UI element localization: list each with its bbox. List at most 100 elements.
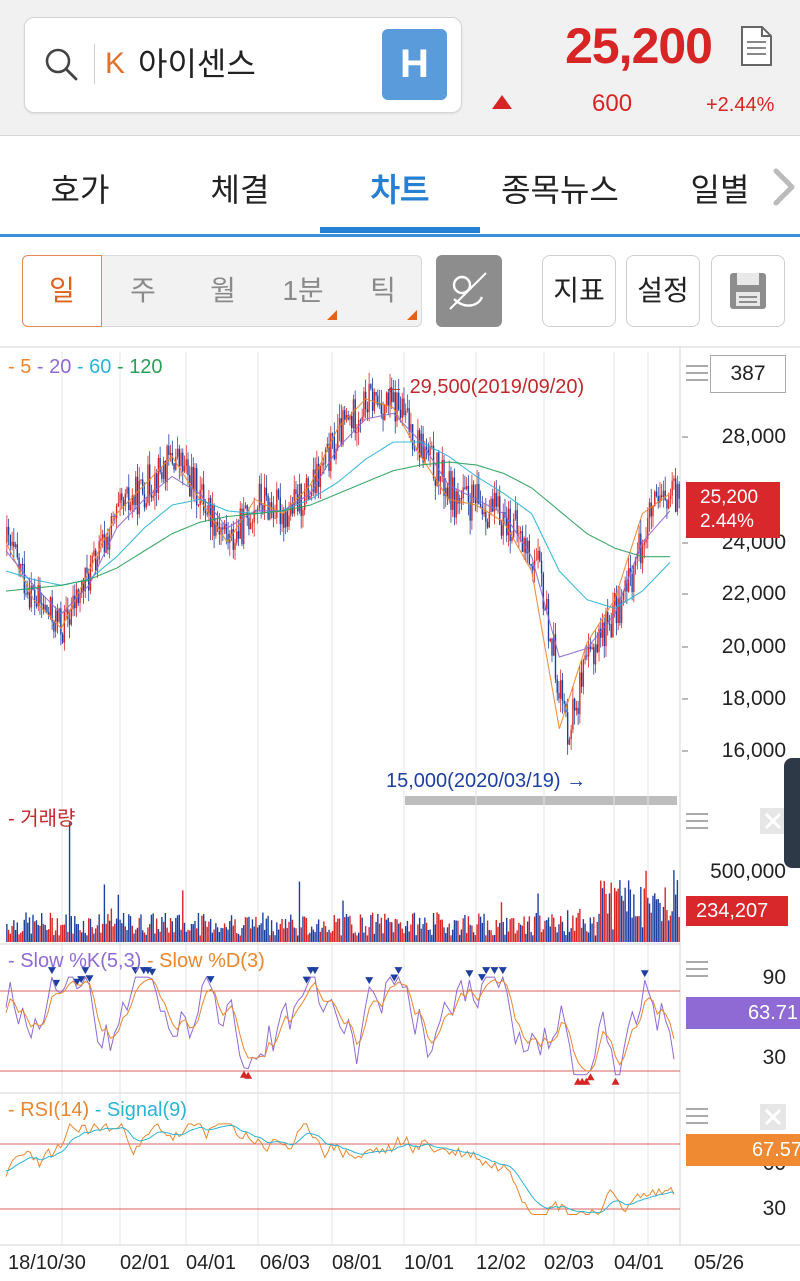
candle-body (61, 634, 64, 643)
market-badge: K (94, 44, 125, 84)
x-tick: 18/10/30 (8, 1252, 86, 1274)
period-tick[interactable]: 틱 (343, 256, 423, 326)
volume-bar (202, 914, 205, 942)
volume-bar (100, 932, 102, 942)
tab-trades[interactable]: 체결 (210, 172, 270, 208)
volume-bar (385, 919, 388, 942)
volume-bar (173, 932, 175, 942)
candle-body (589, 646, 592, 650)
volume-bar (39, 925, 41, 942)
candle-body (190, 466, 193, 497)
volume-bar (641, 927, 644, 942)
candle-body (647, 517, 649, 540)
stock-name[interactable]: 아이센스 (138, 46, 256, 82)
stochastic-legend: - Slow %K(5,3) - Slow %D(3) (8, 950, 265, 973)
candle-body (401, 398, 403, 418)
volume-bar (159, 931, 161, 942)
tab-orderbook[interactable]: 호가 (50, 172, 110, 208)
volume-bar (272, 931, 275, 942)
close-icon[interactable] (760, 1104, 786, 1130)
volume-bar (537, 893, 539, 942)
candle-body (227, 533, 229, 543)
period-week-label: 주 (130, 275, 156, 306)
candle-body (431, 445, 433, 447)
h-button[interactable]: H (382, 29, 447, 100)
period-week[interactable]: 주 (103, 256, 183, 326)
document-icon[interactable] (738, 24, 774, 68)
volume-bar (345, 913, 348, 942)
menu-icon[interactable] (686, 364, 708, 382)
slow-k-line (5, 975, 675, 1076)
candle-body (140, 479, 142, 481)
volume-bar (659, 902, 661, 942)
volume-bar (427, 930, 430, 942)
volume-bar (420, 928, 423, 942)
candle-body (180, 452, 182, 467)
volume-bar (342, 900, 344, 942)
save-button[interactable] (711, 255, 785, 327)
stock-header: K 아이센스 H 25,200 600 +2.44% (0, 0, 800, 136)
candle-body (596, 644, 598, 653)
close-icon[interactable] (760, 808, 786, 834)
volume-bar (283, 928, 285, 942)
volume-bar (7, 929, 10, 942)
period-day[interactable]: 일 (22, 255, 102, 327)
chevron-right-icon[interactable] (768, 165, 800, 209)
candle-body (514, 510, 517, 519)
volume-bar (319, 931, 322, 942)
period-month[interactable]: 월 (183, 256, 263, 326)
volume-bar (30, 933, 32, 942)
candle-body (204, 511, 207, 514)
settings-button[interactable]: 설정 (626, 255, 700, 327)
candle-body (509, 508, 511, 542)
volume-bar (107, 914, 109, 942)
tab-chart[interactable]: 차트 (370, 172, 430, 208)
volume-bar (182, 890, 184, 942)
candle-body (356, 432, 358, 434)
candle-body (49, 597, 52, 616)
candle-count-box[interactable]: 387 (710, 355, 786, 393)
candle-body (469, 502, 471, 521)
candle-body (169, 453, 172, 455)
menu-icon[interactable] (686, 1107, 708, 1125)
candle-body (202, 484, 205, 512)
candle-body (638, 533, 640, 554)
sell-signal-arrow (52, 979, 61, 987)
candle-body (288, 515, 290, 527)
candle-body (249, 522, 252, 530)
drawing-tool-button[interactable] (436, 255, 502, 327)
candle-body (302, 509, 304, 516)
volume-bar (86, 935, 88, 942)
volume-bar (579, 908, 581, 942)
tab-news[interactable]: 종목뉴스 (501, 172, 619, 208)
candle-body (216, 521, 219, 527)
candle-body (464, 487, 466, 489)
candle-body (54, 610, 57, 632)
volume-bar (227, 929, 229, 942)
sell-signal-arrow (477, 974, 486, 982)
candle-body (18, 557, 20, 570)
candle-body (189, 475, 191, 497)
menu-icon[interactable] (686, 960, 708, 978)
y-tick: 90 (762, 966, 786, 989)
candle-body (164, 461, 167, 483)
candle-body (47, 612, 50, 616)
volume-bar (119, 919, 121, 942)
volume-bar (357, 932, 360, 942)
indicator-button[interactable]: 지표 (542, 255, 616, 327)
candle-body (424, 446, 426, 463)
candle-body (445, 487, 447, 496)
volume-bar (551, 914, 553, 942)
tab-daily[interactable]: 일별 (690, 172, 750, 208)
candle-body (298, 484, 301, 512)
candle-body (551, 638, 553, 656)
legend-slow-k: Slow %K(5,3) (20, 950, 142, 972)
volume-bar (600, 880, 602, 942)
candle-body (486, 521, 489, 528)
side-scroll-handle[interactable] (784, 758, 800, 868)
volume-tag: 234,207 (686, 896, 788, 926)
menu-icon[interactable] (686, 812, 708, 830)
search-icon[interactable] (44, 47, 78, 81)
period-minute[interactable]: 1분 (263, 256, 343, 326)
